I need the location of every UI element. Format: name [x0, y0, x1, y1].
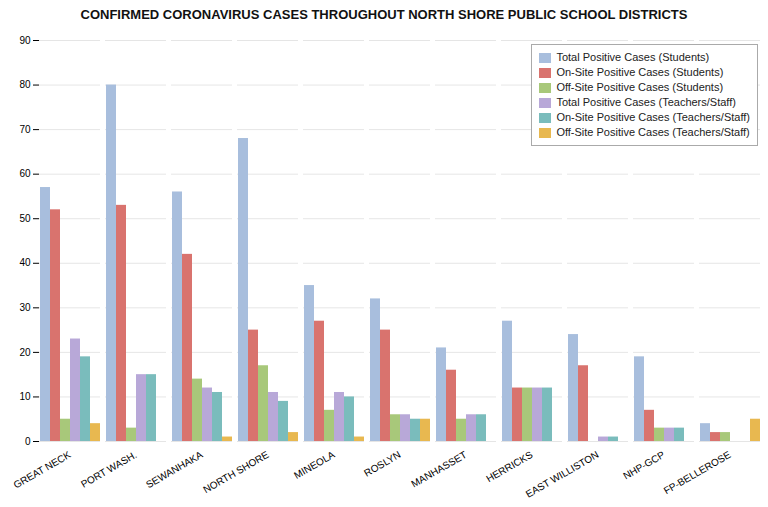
html-text:On-Site Positive Cases (Teache: On-Site Positive Cases (Teachers/Staff) [556, 111, 750, 123]
html-text:Off-Site Positive Cases (Stude: Off-Site Positive Cases (Students) [556, 81, 724, 93]
svg-text:0: 0 [25, 436, 31, 447]
svg-text:ROSLYN: ROSLYN [362, 449, 402, 479]
svg-text:MINEOLA: MINEOLA [292, 449, 337, 481]
svg-text:40: 40 [19, 257, 31, 268]
svg-text:20: 20 [19, 347, 31, 358]
svg-text:10: 10 [19, 391, 31, 402]
svg-text:90: 90 [19, 35, 31, 46]
svg-text:NORTH SHORE: NORTH SHORE [201, 449, 271, 496]
svg-text:70: 70 [19, 124, 31, 135]
svg-text:GREAT NECK: GREAT NECK [12, 449, 73, 491]
svg-text:NHP-GCP: NHP-GCP [621, 449, 667, 482]
html-text:Total Positive Cases (Students: Total Positive Cases (Students) [556, 51, 710, 63]
svg-text:EAST WILLISTON: EAST WILLISTON [524, 449, 601, 500]
html-text:Total Positive Cases (Teachers: Total Positive Cases (Teachers/Staff) [556, 96, 736, 108]
svg-text:PORT WASH.: PORT WASH. [79, 449, 139, 490]
svg-text:MANHASSET: MANHASSET [409, 449, 468, 490]
html-text:CONFIRMED CORONAVIRUS CASES TH: CONFIRMED CORONAVIRUS CASES THROUGHOUT N… [80, 7, 688, 22]
svg-text:80: 80 [19, 79, 31, 90]
html-text:On-Site Positive Cases (Studen: On-Site Positive Cases (Students) [556, 66, 724, 78]
svg-text:SEWANHAKA: SEWANHAKA [144, 449, 205, 490]
svg-text:50: 50 [19, 213, 31, 224]
svg-text:60: 60 [19, 168, 31, 179]
svg-text:30: 30 [19, 302, 31, 313]
svg-text:HERRICKS: HERRICKS [484, 449, 535, 485]
html-text:Off-Site Positive Cases (Teach: Off-Site Positive Cases (Teachers/Staff) [556, 126, 750, 138]
svg-text:FP-BELLEROSE: FP-BELLEROSE [662, 449, 733, 496]
